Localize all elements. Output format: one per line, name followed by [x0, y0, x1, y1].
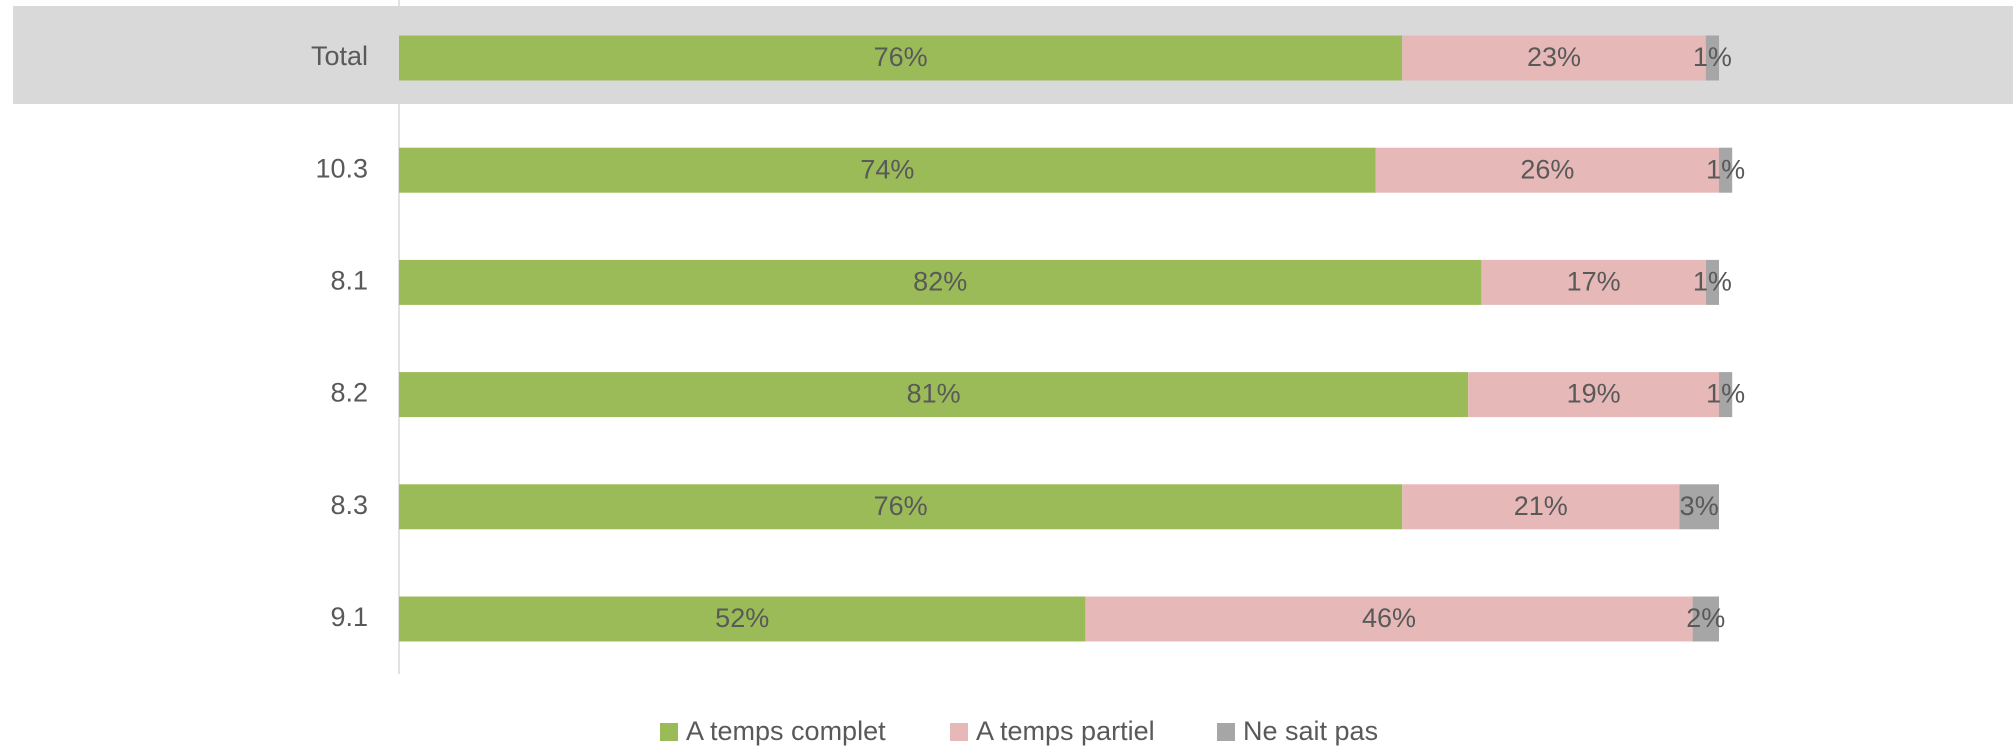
data-label: 76% — [874, 42, 928, 72]
legend-label: A temps complet — [686, 716, 886, 746]
data-label: 1% — [1706, 154, 1745, 184]
bar-segment — [1085, 596, 1693, 642]
data-label: 1% — [1693, 267, 1732, 297]
bar-segment — [1692, 596, 1719, 642]
data-label: 26% — [1520, 154, 1574, 184]
bar-segment — [1481, 259, 1706, 305]
y-tick-label: Total — [311, 41, 368, 71]
data-label: 17% — [1567, 267, 1621, 297]
bar-segment — [399, 35, 1403, 81]
bar-segment — [399, 372, 1469, 418]
legend-swatch — [660, 723, 678, 741]
bar-segment — [1402, 484, 1680, 530]
legend-label: Ne sait pas — [1243, 716, 1378, 746]
data-label: 21% — [1514, 491, 1568, 521]
bar-segment — [1719, 372, 1733, 418]
data-label: 19% — [1567, 379, 1621, 409]
data-label: 81% — [907, 379, 961, 409]
data-label: 3% — [1680, 491, 1719, 521]
bar-segment — [1705, 259, 1719, 305]
bar-segment — [1705, 35, 1719, 81]
y-tick-label: 8.1 — [330, 266, 368, 296]
legend-swatch — [1217, 723, 1235, 741]
data-label: 52% — [715, 603, 769, 633]
data-label: 23% — [1527, 42, 1581, 72]
y-tick-label: 10.3 — [315, 153, 368, 183]
data-label: 1% — [1706, 379, 1745, 409]
data-label: 46% — [1362, 603, 1416, 633]
bar-segment — [1679, 484, 1719, 530]
data-label: 76% — [874, 491, 928, 521]
bar-segment — [1375, 147, 1719, 193]
bar-segment — [1402, 35, 1706, 81]
data-label: 1% — [1693, 42, 1732, 72]
bar-segment — [399, 484, 1403, 530]
bar-segment — [1719, 147, 1733, 193]
data-label: 2% — [1686, 603, 1725, 633]
y-tick-label: 9.1 — [330, 602, 368, 632]
legend-swatch — [950, 723, 968, 741]
y-tick-label: 8.3 — [330, 490, 368, 520]
legend-label: A temps partiel — [976, 716, 1155, 746]
bar-segment — [399, 147, 1376, 193]
bar-segment — [1468, 372, 1719, 418]
data-label: 82% — [913, 267, 967, 297]
data-label: 74% — [860, 154, 914, 184]
y-tick-label: 8.2 — [330, 378, 368, 408]
bar-segment — [399, 259, 1482, 305]
bar-segment — [399, 596, 1086, 642]
